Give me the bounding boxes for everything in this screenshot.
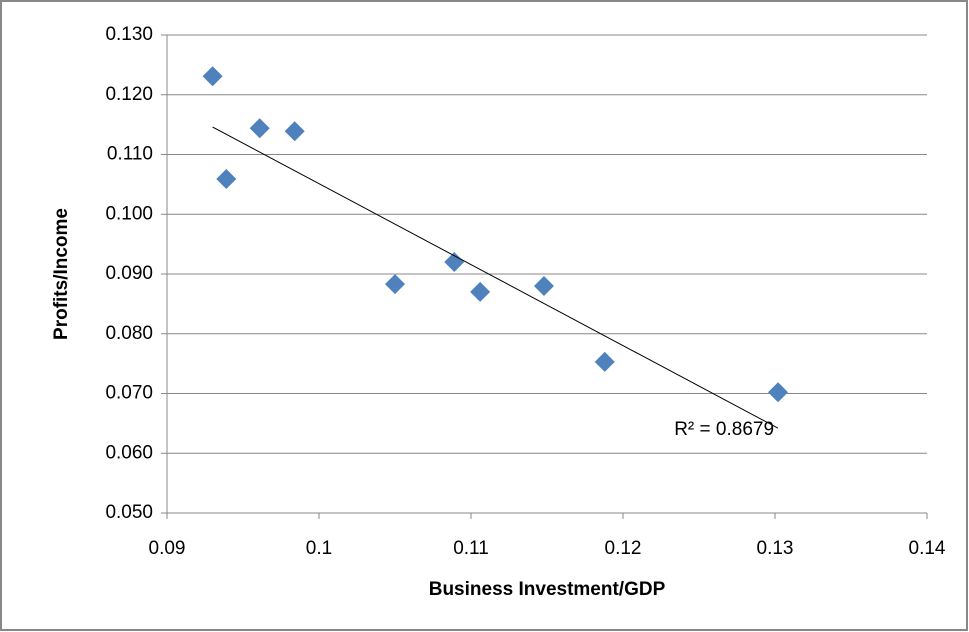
y-tick-label: 0.050 [105,502,153,523]
x-tick-label: 0.1 [306,538,332,559]
y-tick-label: 0.090 [105,263,153,284]
scatter-point [444,252,465,273]
x-tick-label: 0.13 [757,538,794,559]
x-tick-label: 0.09 [149,538,186,559]
scatter-point [385,274,405,295]
scatter-point [284,121,305,142]
scatter-point [594,351,615,372]
y-tick-label: 0.100 [105,203,153,224]
y-tick-label: 0.060 [105,442,153,463]
y-tick-label: 0.110 [107,144,153,165]
x-axis-title: Business Investment/GDP [429,579,666,600]
scatter-point [202,66,223,87]
scatter-point [533,275,554,296]
scatter-point [216,168,237,189]
y-tick-label: 0.070 [105,383,153,404]
x-tick-label: 0.12 [605,538,642,559]
scatter-point [470,281,491,302]
y-tick-label: 0.080 [105,323,153,344]
y-axis-title: Profits/Income [51,208,72,340]
trendline-label: R² = 0.8679 [674,419,774,440]
x-tick-label: 0.14 [909,538,946,559]
scatter-point [768,382,789,403]
y-tick-label: 0.130 [105,24,153,45]
trendline [212,126,779,429]
x-tick-label: 0.11 [453,538,489,559]
y-tick-label: 0.120 [105,84,153,105]
scatter-point [249,118,270,139]
